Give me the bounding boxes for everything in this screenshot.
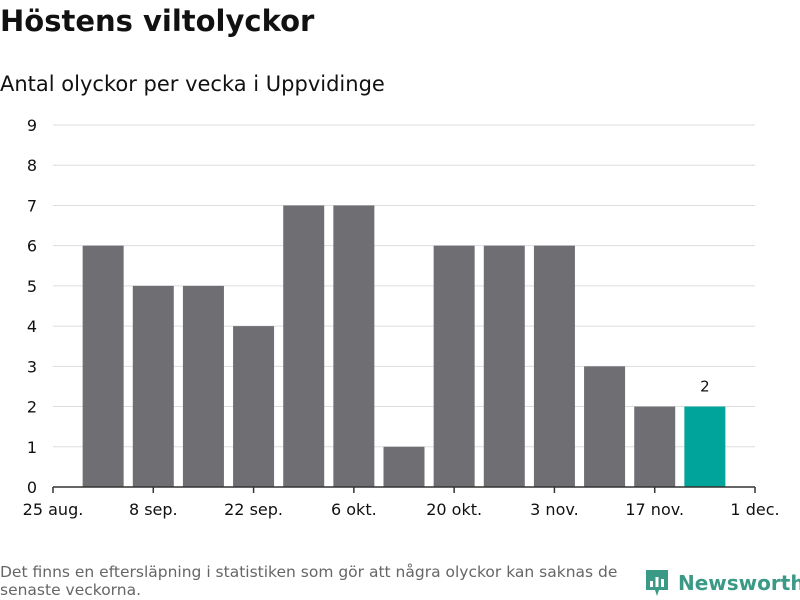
footnote: Det finns en eftersläpning i statistiken…: [0, 563, 618, 599]
y-tick-label: 0: [27, 478, 37, 497]
newsworthy-logo-icon: [646, 570, 668, 596]
bar: [82, 245, 124, 487]
chart-title: Höstens viltolyckor: [0, 4, 315, 38]
y-tick-label: 8: [27, 156, 37, 175]
x-tick-label: 20 okt.: [426, 500, 482, 519]
x-tick-label: 25 aug.: [23, 500, 84, 519]
bar: [182, 285, 224, 487]
brand-name: Newsworthy: [678, 571, 800, 595]
bars: [82, 205, 726, 487]
y-tick-label: 2: [27, 398, 37, 417]
bar: [433, 245, 475, 487]
bar: [383, 446, 425, 487]
y-tick-label: 3: [27, 357, 37, 376]
bar: [483, 245, 525, 487]
bar: [283, 205, 325, 487]
x-axis: 25 aug. 8 sep. 22 sep. 6 okt. 20 okt. 3 nov. 1…: [23, 486, 780, 519]
bar: [634, 406, 676, 487]
x-tick-label: 3 nov.: [530, 500, 579, 519]
y-tick-label: 7: [27, 196, 37, 215]
y-axis-ticks: 0 1 2 3 4 5 6 7 8 9: [27, 116, 37, 497]
data-labels: 2: [700, 378, 710, 396]
bar: [233, 326, 275, 487]
x-tick-label: 8 sep.: [129, 500, 178, 519]
brand: Newsworthy: [644, 568, 800, 598]
chart-subtitle: Antal olyckor per vecka i Uppvidinge: [0, 72, 385, 96]
y-tick-label: 6: [27, 237, 37, 256]
bar: [584, 366, 626, 487]
data-label: 2: [700, 378, 710, 396]
y-tick-label: 5: [27, 277, 37, 296]
y-tick-label: 9: [27, 116, 37, 135]
bar: [333, 205, 375, 487]
x-tick-label: 22 sep.: [224, 500, 283, 519]
y-tick-label: 4: [27, 317, 37, 336]
bar: [533, 245, 575, 487]
bar: [684, 406, 726, 487]
x-tick-label: 17 nov.: [625, 500, 684, 519]
x-tick-label: 1 dec.: [730, 500, 779, 519]
x-tick-label: 6 okt.: [331, 500, 377, 519]
bar: [132, 285, 174, 487]
y-tick-label: 1: [27, 438, 37, 457]
